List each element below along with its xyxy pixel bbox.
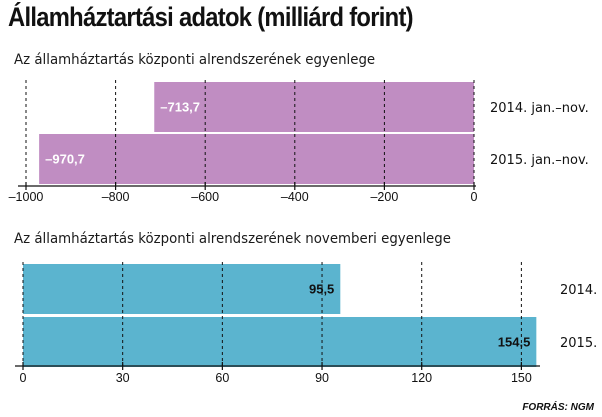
- chart2-tick-label-2: 30: [116, 371, 130, 385]
- source-note: FORRÁS: NGM: [522, 402, 594, 413]
- chart1-bar-2: [39, 134, 474, 184]
- chart1-tick-label-5: –200: [370, 190, 398, 204]
- chart1-value-label-1: –713,7: [160, 100, 200, 115]
- chart1-tick-label-2: –800: [102, 190, 130, 204]
- chart2-tick-label-4: 90: [315, 371, 329, 385]
- chart1-category-label-1: 2014. jan.–nov.: [490, 101, 589, 116]
- chart2-tick-label-1: 0: [20, 371, 27, 385]
- chart2-value-label-2: 154,5: [498, 335, 531, 350]
- chart2-category-label-1: 2014.: [560, 283, 597, 298]
- page-title: Államháztartási adatok (milliárd forint): [8, 2, 414, 32]
- chart1-tick-label-1: –1000: [9, 190, 44, 204]
- chart1-title: Az államháztartás központi alrendszeréne…: [14, 52, 376, 68]
- chart1-bar-1: [154, 82, 475, 132]
- chart2-category-label-2: 2015.: [560, 336, 597, 351]
- chart2-tick-label-6: 150: [511, 371, 532, 385]
- chart2-tick-label-5: 120: [411, 371, 432, 385]
- chart2-value-label-1: 95,5: [309, 282, 334, 297]
- chart2-tick-label-3: 60: [215, 371, 229, 385]
- chart2-bar-2: [23, 317, 537, 367]
- chart2-title: Az államháztartás központi alrendszeréne…: [14, 231, 451, 247]
- chart1-category-label-2: 2015. jan.–nov.: [490, 153, 589, 168]
- chart2-bar-1: [23, 264, 341, 314]
- chart1-tick-label-3: –600: [191, 190, 219, 204]
- chart1-tick-label-6: 0: [471, 190, 478, 204]
- chart1-value-label-2: –970,7: [45, 152, 85, 167]
- chart1-tick-label-4: –400: [281, 190, 309, 204]
